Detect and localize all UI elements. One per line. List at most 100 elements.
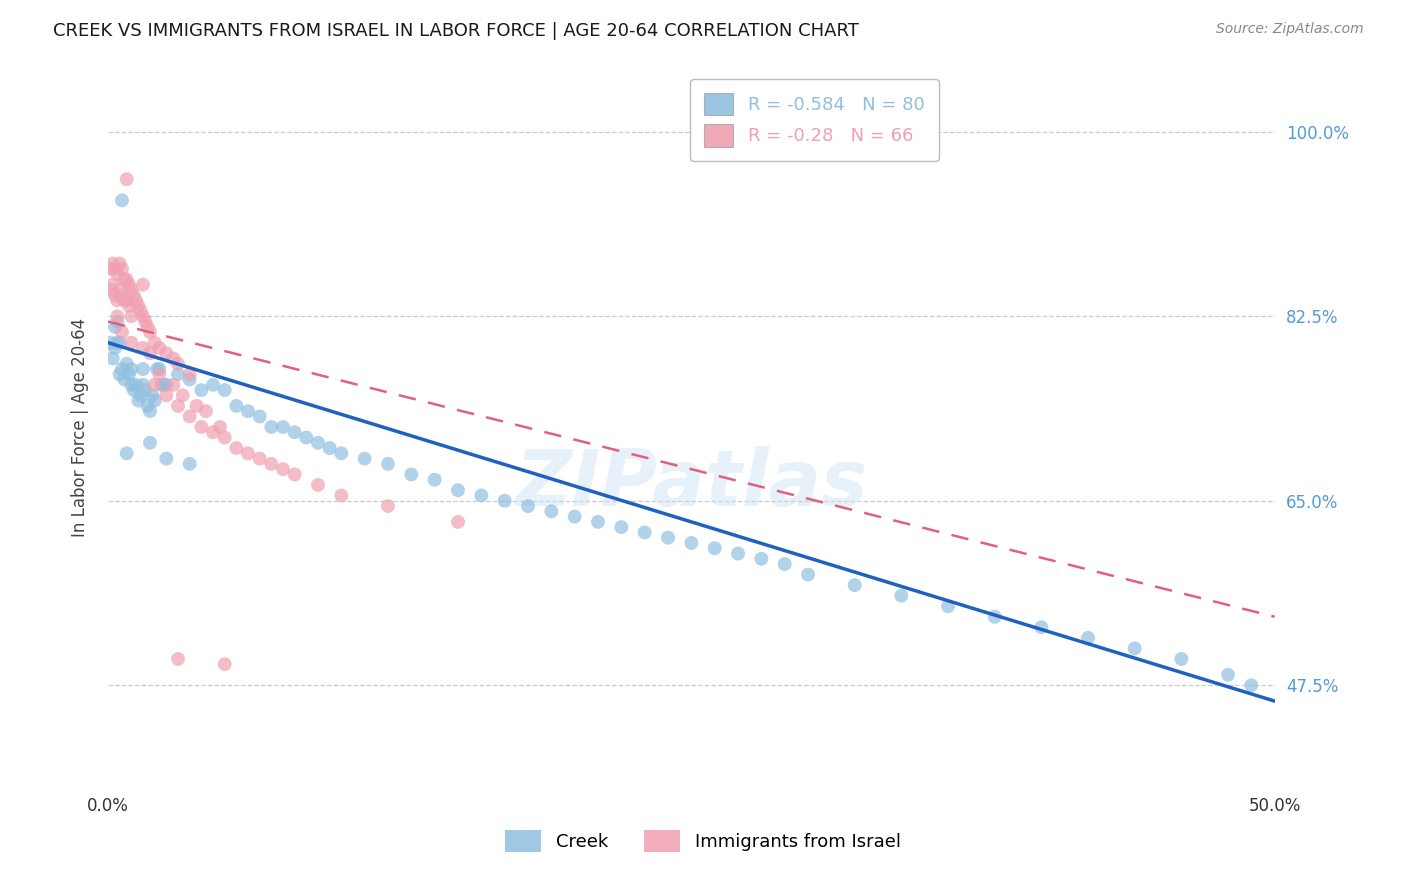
Point: [122, 383, 145, 397]
Point: [101, 256, 124, 270]
Point: [108, 368, 131, 382]
Point: [179, 372, 201, 386]
Point: [260, 457, 283, 471]
Point: [186, 399, 208, 413]
Point: [214, 657, 236, 672]
Point: [134, 383, 156, 397]
Point: [136, 319, 159, 334]
Point: [271, 462, 294, 476]
Point: [111, 261, 134, 276]
Point: [132, 310, 155, 324]
Point: [260, 420, 283, 434]
Point: [634, 525, 657, 540]
Point: [890, 589, 912, 603]
Point: [284, 425, 307, 440]
Point: [167, 399, 190, 413]
Point: [167, 368, 190, 382]
Point: [494, 493, 516, 508]
Point: [143, 335, 166, 350]
Point: [112, 293, 135, 308]
Point: [125, 293, 148, 308]
Point: [155, 451, 177, 466]
Point: [139, 404, 162, 418]
Point: [167, 357, 190, 371]
Point: [115, 293, 138, 308]
Point: [143, 393, 166, 408]
Point: [225, 399, 247, 413]
Point: [115, 272, 138, 286]
Point: [139, 346, 162, 360]
Point: [586, 515, 609, 529]
Point: [120, 377, 142, 392]
Point: [111, 362, 134, 376]
Point: [447, 483, 470, 498]
Point: [844, 578, 866, 592]
Point: [118, 277, 141, 292]
Point: [936, 599, 959, 614]
Point: [179, 409, 201, 424]
Point: [132, 362, 155, 376]
Point: [111, 325, 134, 339]
Point: [162, 377, 184, 392]
Point: [1077, 631, 1099, 645]
Point: [108, 335, 131, 350]
Point: [111, 288, 134, 302]
Point: [201, 377, 224, 392]
Point: [108, 283, 131, 297]
Point: [162, 351, 184, 366]
Point: [167, 652, 190, 666]
Point: [172, 388, 194, 402]
Point: [540, 504, 562, 518]
Point: [1031, 620, 1053, 634]
Point: [190, 383, 212, 397]
Point: [564, 509, 586, 524]
Point: [353, 451, 375, 466]
Point: [284, 467, 307, 482]
Text: Source: ZipAtlas.com: Source: ZipAtlas.com: [1216, 22, 1364, 37]
Point: [141, 388, 163, 402]
Point: [105, 310, 128, 324]
Point: [101, 351, 124, 366]
Point: [318, 441, 340, 455]
Point: [307, 478, 329, 492]
Point: [179, 368, 201, 382]
Point: [105, 314, 128, 328]
Point: [104, 288, 127, 302]
Point: [127, 299, 149, 313]
Point: [330, 446, 353, 460]
Point: [195, 404, 218, 418]
Point: [249, 451, 271, 466]
Point: [111, 194, 134, 208]
Point: [112, 272, 135, 286]
Point: [179, 457, 201, 471]
Point: [423, 473, 446, 487]
Y-axis label: In Labor Force | Age 20-64: In Labor Force | Age 20-64: [72, 318, 89, 537]
Point: [132, 341, 155, 355]
Point: [249, 409, 271, 424]
Point: [120, 310, 142, 324]
Point: [118, 299, 141, 313]
Point: [703, 541, 725, 556]
Point: [108, 256, 131, 270]
Point: [104, 261, 127, 276]
Point: [201, 425, 224, 440]
Point: [610, 520, 633, 534]
Point: [657, 531, 679, 545]
Point: [681, 536, 703, 550]
Point: [104, 341, 127, 355]
Point: [136, 399, 159, 413]
Point: [98, 335, 121, 350]
Point: [727, 547, 749, 561]
Point: [129, 388, 152, 402]
Point: [470, 489, 492, 503]
Point: [98, 261, 121, 276]
Point: [225, 441, 247, 455]
Point: [271, 420, 294, 434]
Point: [139, 435, 162, 450]
Point: [105, 293, 128, 308]
Point: [983, 609, 1005, 624]
Point: [295, 431, 318, 445]
Point: [148, 362, 170, 376]
Point: [330, 489, 353, 503]
Point: [307, 435, 329, 450]
